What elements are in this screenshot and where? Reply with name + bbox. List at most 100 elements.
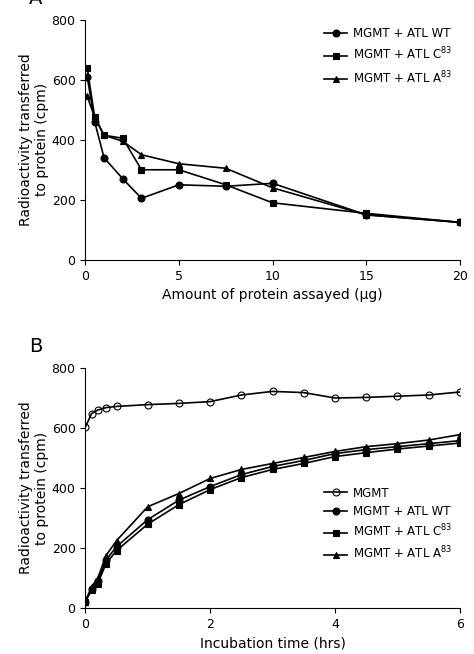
- MGMT + ATL A$^{83}$: [84, 92, 90, 100]
- MGMT: [114, 402, 119, 410]
- MGMT + ATL WT: [101, 154, 107, 162]
- MGMT + ATL WT: [103, 557, 109, 564]
- MGMT + ATL C$^{83}$: [270, 199, 275, 207]
- MGMT + ATL C$^{83}$: [114, 547, 119, 555]
- MGMT + ATL WT: [270, 462, 275, 470]
- MGMT + ATL WT: [114, 543, 119, 551]
- Y-axis label: Radioactivity transferred
to protein (cpm): Radioactivity transferred to protein (cp…: [18, 402, 49, 574]
- MGMT + ATL WT: [176, 181, 182, 189]
- MGMT + ATL WT: [82, 598, 88, 606]
- MGMT + ATL WT: [176, 496, 182, 504]
- MGMT: [89, 409, 94, 417]
- MGMT + ATL C$^{83}$: [223, 181, 228, 189]
- MGMT + ATL C$^{83}$: [92, 113, 98, 121]
- Line: MGMT + ATL C$^{83}$: MGMT + ATL C$^{83}$: [84, 64, 463, 226]
- MGMT + ATL WT: [95, 577, 100, 585]
- MGMT + ATL WT: [84, 73, 90, 80]
- MGMT + ATL C$^{83}$: [332, 453, 338, 460]
- X-axis label: Amount of protein assayed (μg): Amount of protein assayed (μg): [162, 288, 383, 302]
- Legend: MGMT, MGMT + ATL WT, MGMT + ATL C$^{83}$, MGMT + ATL A$^{83}$: MGMT, MGMT + ATL WT, MGMT + ATL C$^{83}$…: [319, 482, 457, 566]
- MGMT + ATL A$^{83}$: [145, 503, 151, 511]
- MGMT + ATL C$^{83}$: [457, 218, 463, 226]
- MGMT + ATL A$^{83}$: [138, 151, 144, 159]
- MGMT + ATL C$^{83}$: [301, 460, 307, 468]
- MGMT + ATL WT: [207, 483, 213, 490]
- MGMT: [95, 406, 100, 414]
- Line: MGMT + ATL WT: MGMT + ATL WT: [82, 437, 463, 605]
- MGMT + ATL A$^{83}$: [363, 211, 369, 218]
- MGMT + ATL WT: [394, 443, 400, 451]
- MGMT: [426, 391, 431, 399]
- MGMT + ATL C$^{83}$: [270, 466, 275, 473]
- MGMT + ATL C$^{83}$: [103, 560, 109, 568]
- MGMT: [270, 387, 275, 395]
- MGMT + ATL A$^{83}$: [270, 460, 275, 468]
- MGMT + ATL WT: [457, 218, 463, 226]
- MGMT + ATL A$^{83}$: [270, 184, 275, 192]
- MGMT + ATL C$^{83}$: [138, 166, 144, 174]
- MGMT + ATL C$^{83}$: [363, 449, 369, 456]
- MGMT: [238, 391, 244, 399]
- MGMT + ATL C$^{83}$: [84, 63, 90, 71]
- MGMT + ATL WT: [120, 175, 126, 182]
- MGMT: [207, 398, 213, 405]
- MGMT + ATL A$^{83}$: [176, 490, 182, 498]
- MGMT + ATL WT: [363, 446, 369, 454]
- MGMT + ATL A$^{83}$: [207, 475, 213, 483]
- MGMT + ATL C$^{83}$: [238, 473, 244, 481]
- MGMT + ATL A$^{83}$: [301, 453, 307, 461]
- MGMT + ATL A$^{83}$: [89, 583, 94, 591]
- MGMT + ATL A$^{83}$: [176, 160, 182, 167]
- Y-axis label: Radioactivity transferred
to protein (cpm): Radioactivity transferred to protein (cp…: [18, 54, 49, 226]
- MGMT + ATL A$^{83}$: [95, 574, 100, 582]
- MGMT + ATL A$^{83}$: [457, 218, 463, 226]
- MGMT + ATL C$^{83}$: [363, 209, 369, 217]
- MGMT: [145, 401, 151, 409]
- MGMT + ATL A$^{83}$: [457, 431, 463, 439]
- MGMT: [332, 394, 338, 402]
- MGMT: [301, 388, 307, 396]
- MGMT + ATL C$^{83}$: [394, 445, 400, 453]
- MGMT + ATL WT: [92, 118, 98, 126]
- MGMT + ATL WT: [238, 471, 244, 479]
- MGMT + ATL C$^{83}$: [145, 520, 151, 528]
- Legend: MGMT + ATL WT, MGMT + ATL C$^{83}$, MGMT + ATL A$^{83}$: MGMT + ATL WT, MGMT + ATL C$^{83}$, MGMT…: [319, 22, 457, 91]
- MGMT + ATL WT: [138, 194, 144, 202]
- MGMT: [363, 394, 369, 402]
- MGMT + ATL C$^{83}$: [89, 586, 94, 594]
- MGMT + ATL WT: [332, 450, 338, 458]
- MGMT + ATL A$^{83}$: [114, 537, 119, 545]
- MGMT + ATL C$^{83}$: [457, 439, 463, 447]
- Line: MGMT + ATL WT: MGMT + ATL WT: [84, 73, 463, 226]
- MGMT + ATL A$^{83}$: [101, 131, 107, 139]
- MGMT: [82, 423, 88, 431]
- MGMT + ATL WT: [457, 437, 463, 445]
- MGMT + ATL WT: [363, 211, 369, 218]
- MGMT + ATL A$^{83}$: [238, 466, 244, 473]
- MGMT + ATL C$^{83}$: [82, 598, 88, 606]
- Line: MGMT + ATL C$^{83}$: MGMT + ATL C$^{83}$: [82, 439, 463, 605]
- MGMT + ATL A$^{83}$: [394, 439, 400, 447]
- MGMT + ATL WT: [89, 585, 94, 593]
- MGMT + ATL A$^{83}$: [332, 447, 338, 455]
- X-axis label: Incubation time (hrs): Incubation time (hrs): [200, 636, 346, 651]
- Line: MGMT + ATL A$^{83}$: MGMT + ATL A$^{83}$: [84, 93, 463, 226]
- MGMT + ATL WT: [426, 439, 431, 447]
- MGMT + ATL WT: [223, 182, 228, 190]
- MGMT + ATL A$^{83}$: [103, 552, 109, 560]
- MGMT + ATL WT: [270, 179, 275, 187]
- MGMT + ATL C$^{83}$: [207, 486, 213, 494]
- Text: B: B: [29, 337, 43, 356]
- MGMT + ATL C$^{83}$: [95, 579, 100, 587]
- MGMT + ATL A$^{83}$: [92, 113, 98, 121]
- Text: A: A: [29, 0, 43, 8]
- Line: MGMT + ATL A$^{83}$: MGMT + ATL A$^{83}$: [82, 431, 463, 605]
- MGMT + ATL C$^{83}$: [101, 131, 107, 139]
- MGMT + ATL A$^{83}$: [223, 164, 228, 172]
- MGMT + ATL C$^{83}$: [120, 134, 126, 142]
- Line: MGMT: MGMT: [82, 388, 463, 430]
- MGMT + ATL A$^{83}$: [426, 436, 431, 444]
- MGMT + ATL C$^{83}$: [426, 442, 431, 450]
- MGMT: [176, 400, 182, 407]
- MGMT + ATL C$^{83}$: [176, 166, 182, 174]
